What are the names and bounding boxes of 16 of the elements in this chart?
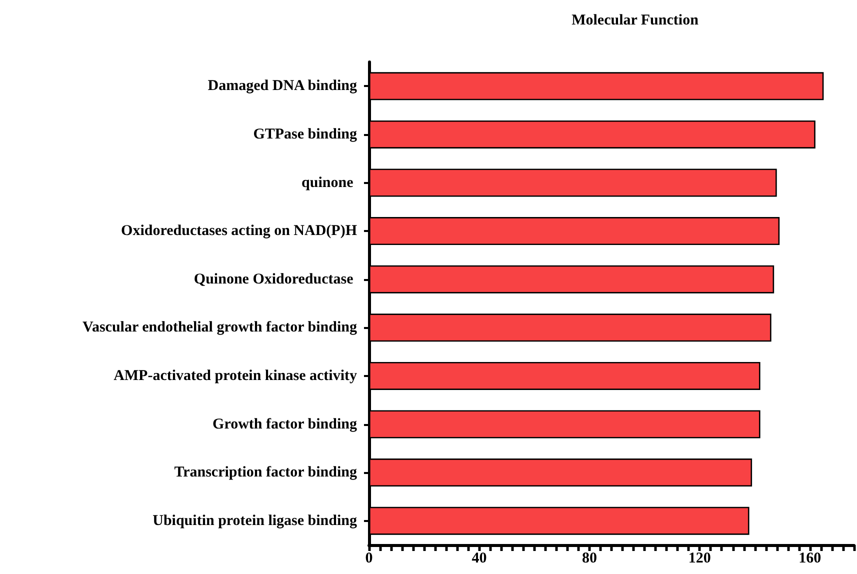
y-tick-label: AMP-activated protein kinase activity — [114, 368, 358, 384]
x-tick-label: 40 — [472, 550, 487, 566]
y-tick-label: quinone — [302, 174, 357, 191]
y-tick-label: GTPase binding — [253, 126, 358, 142]
x-tick-label: 0 — [365, 550, 373, 566]
y-tick-label: Transcription factor binding — [174, 464, 358, 481]
x-tick-label: 80 — [582, 550, 597, 566]
y-tick-label: Growth factor binding — [212, 416, 358, 432]
y-tick-label: Oxidoreductases acting on NAD(P)H — [121, 223, 358, 240]
y-tick-label: Quinone Oxidoreductase — [194, 271, 357, 288]
x-tick-label: 160 — [798, 550, 822, 566]
chart-title: Molecular Function — [572, 12, 700, 28]
y-tick-label: Vascular endothelial growth factor binding — [82, 320, 358, 336]
x-tick-label: 120 — [688, 550, 711, 566]
y-tick-label: Damaged DNA binding — [208, 78, 358, 94]
y-tick-label: Ubiquitin protein ligase binding — [152, 512, 358, 529]
